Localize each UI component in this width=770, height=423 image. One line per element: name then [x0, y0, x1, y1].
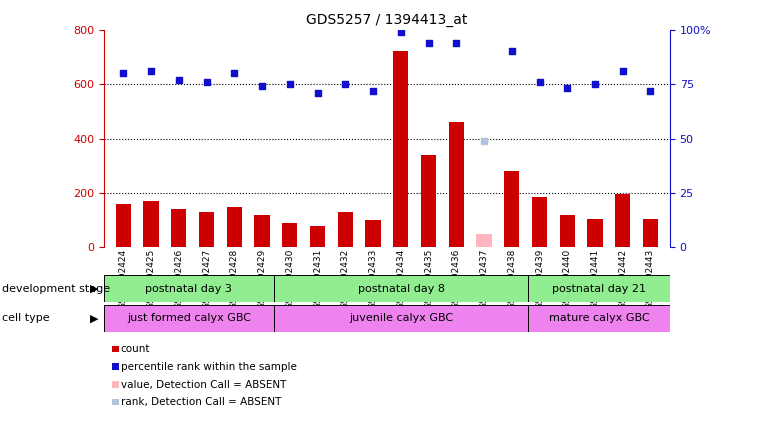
Bar [338, 212, 353, 247]
Point [561, 85, 574, 92]
Point [534, 79, 546, 85]
Bar [532, 197, 547, 247]
Text: mature calyx GBC: mature calyx GBC [549, 313, 649, 323]
Bar [528, 305, 670, 332]
Bar [104, 275, 274, 302]
Point [311, 89, 323, 96]
Text: postnatal day 8: postnatal day 8 [357, 284, 444, 294]
Text: rank, Detection Call = ABSENT: rank, Detection Call = ABSENT [121, 397, 281, 407]
Text: ▶: ▶ [90, 313, 99, 323]
Bar [560, 215, 575, 247]
Point [423, 39, 435, 46]
Bar [310, 226, 325, 247]
Bar [477, 234, 492, 247]
Text: just formed calyx GBC: just formed calyx GBC [127, 313, 251, 323]
Bar [528, 275, 670, 302]
Bar [199, 212, 214, 247]
Point [283, 81, 296, 88]
Bar [366, 220, 380, 247]
Bar [254, 215, 270, 247]
Text: cell type: cell type [2, 313, 49, 323]
Point [200, 79, 213, 85]
Point [367, 87, 379, 94]
Bar [274, 275, 528, 302]
Point [145, 68, 157, 74]
Bar [643, 219, 658, 247]
Bar [226, 206, 242, 247]
Bar [143, 201, 159, 247]
Text: value, Detection Call = ABSENT: value, Detection Call = ABSENT [121, 379, 286, 390]
Bar [116, 204, 131, 247]
Bar [588, 219, 603, 247]
Point [395, 28, 407, 35]
Bar [615, 194, 631, 247]
Title: GDS5257 / 1394413_at: GDS5257 / 1394413_at [306, 13, 467, 27]
Point [644, 87, 657, 94]
Point [256, 83, 268, 90]
Bar [449, 122, 464, 247]
Point [589, 81, 601, 88]
Bar [504, 171, 520, 247]
Bar [282, 223, 297, 247]
Point [450, 39, 463, 46]
Text: juvenile calyx GBC: juvenile calyx GBC [349, 313, 453, 323]
Point [339, 81, 351, 88]
Point [506, 48, 518, 55]
Text: ▶: ▶ [90, 284, 99, 294]
Text: postnatal day 21: postnatal day 21 [552, 284, 646, 294]
Bar [393, 51, 408, 247]
Point [617, 68, 629, 74]
Text: count: count [121, 344, 150, 354]
Point [172, 76, 185, 83]
Text: percentile rank within the sample: percentile rank within the sample [121, 362, 296, 372]
Bar [104, 305, 274, 332]
Point [228, 70, 240, 77]
Text: postnatal day 3: postnatal day 3 [146, 284, 233, 294]
Point [117, 70, 129, 77]
Point [478, 137, 490, 144]
Bar [171, 209, 186, 247]
Bar [421, 155, 436, 247]
Text: development stage: development stage [2, 284, 109, 294]
Bar [274, 305, 528, 332]
